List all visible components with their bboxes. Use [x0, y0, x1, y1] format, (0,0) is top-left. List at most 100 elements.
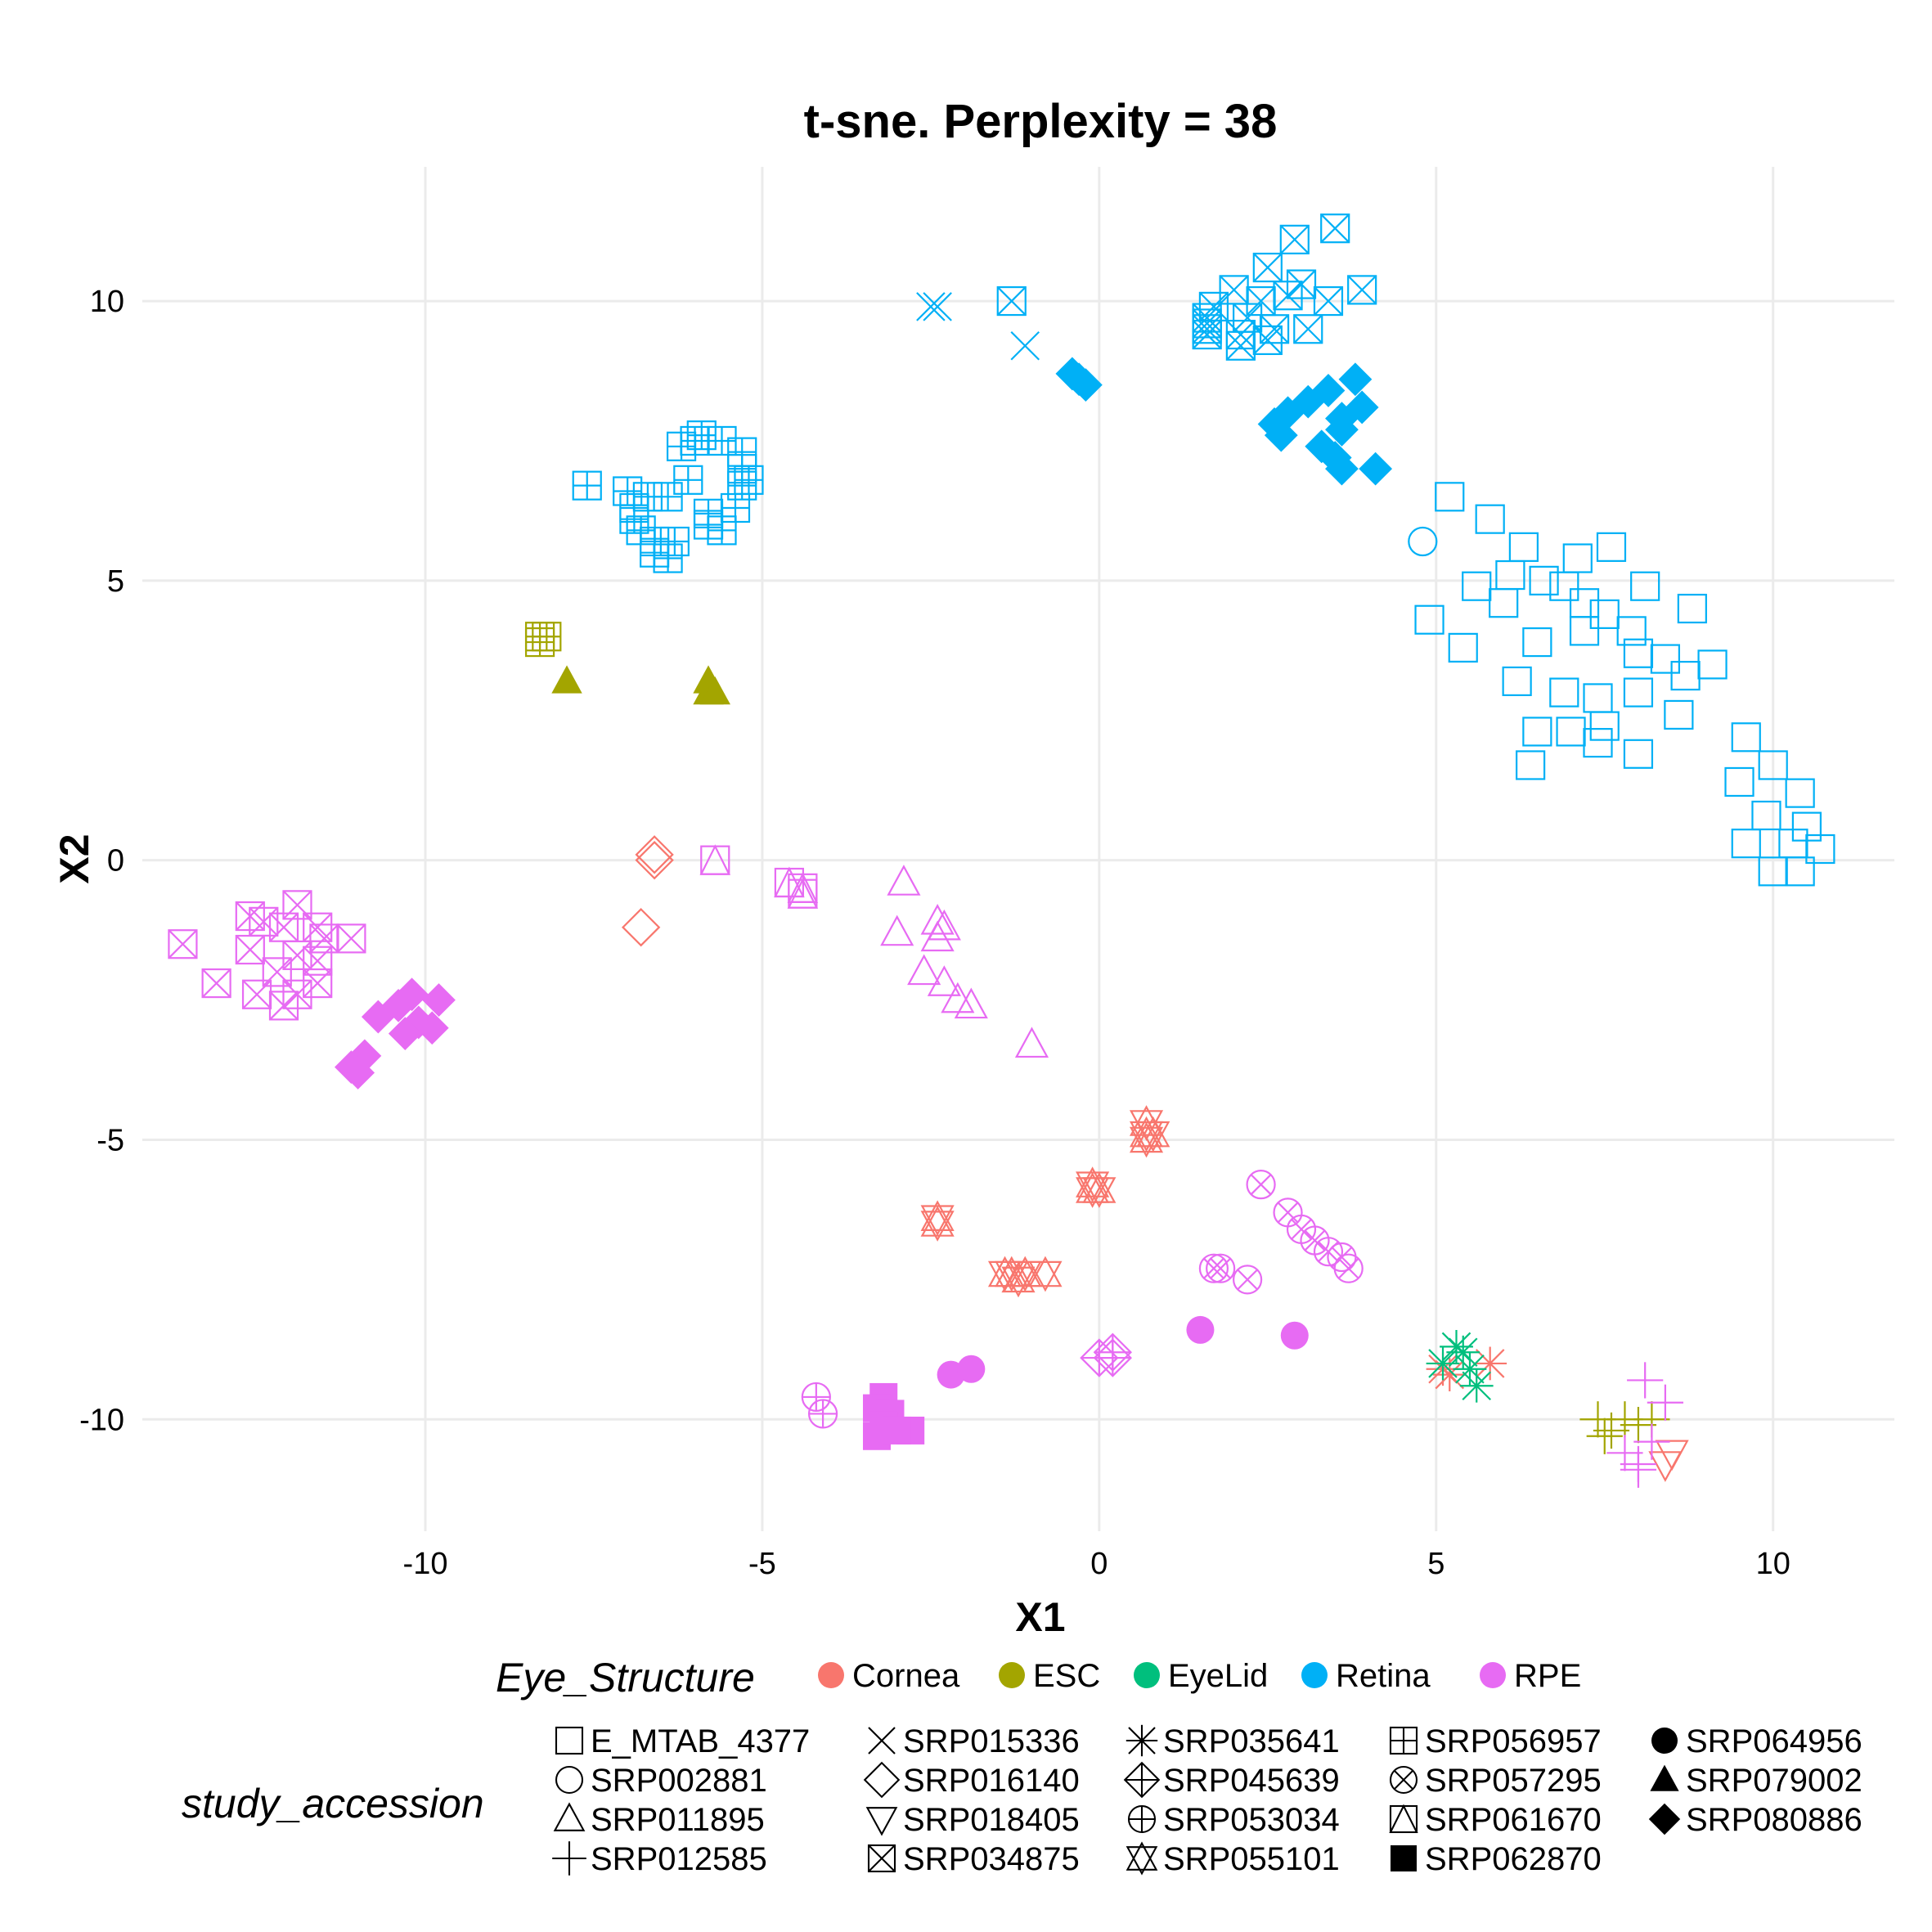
data-point [1233, 1265, 1263, 1295]
data-point [551, 665, 582, 694]
data-point [666, 431, 697, 461]
color-legend: Eye_Structure Cornea ESC EyeLid Retina RPE [496, 1655, 1581, 1701]
data-point [262, 957, 292, 987]
data-point [1655, 1440, 1689, 1471]
data-point [1313, 285, 1344, 317]
shape-legend: study_accession E_MTAB_4377SRP002881SRP0… [182, 1723, 1862, 1877]
data-point [1291, 384, 1325, 419]
shape-legend-key [1123, 1761, 1161, 1799]
data-point [996, 285, 1027, 317]
data-point [309, 923, 339, 954]
data-point [1623, 638, 1654, 668]
color-legend-key [1301, 1662, 1328, 1688]
shape-legend-label: SRP062870 [1425, 1841, 1602, 1877]
shape-legend-key [1391, 1845, 1417, 1871]
data-point [1473, 1346, 1507, 1381]
shape-legend-label: SRP002881 [591, 1763, 767, 1799]
data-point [659, 526, 690, 557]
shape-legend-item: SRP015336 [868, 1723, 1080, 1759]
shape-legend-item: SRP064956 [1651, 1723, 1862, 1759]
data-point [1596, 532, 1627, 562]
shape-legend-key [1648, 1803, 1681, 1835]
shape-legend-key [1650, 1764, 1679, 1791]
data-point [1569, 588, 1600, 618]
data-point [1252, 325, 1283, 356]
data-point [635, 835, 674, 874]
color-legend-item: Retina [1301, 1658, 1431, 1694]
shape-legend-item: SRP053034 [1127, 1802, 1340, 1838]
data-point [1556, 717, 1586, 747]
data-point [1805, 833, 1835, 865]
data-point [1273, 1197, 1303, 1228]
data-point [1246, 1170, 1276, 1200]
shape-legend-item: SRP045639 [1123, 1761, 1340, 1799]
data-point [1549, 571, 1579, 601]
data-point [787, 878, 819, 909]
y-tick-label: 5 [107, 564, 124, 599]
shape-legend-item: SRP016140 [863, 1761, 1080, 1799]
data-point [1198, 1253, 1229, 1283]
color-legend-item: RPE [1480, 1658, 1581, 1694]
data-point [734, 465, 764, 495]
data-point [954, 987, 988, 1019]
y-axis-title: X2 [52, 833, 97, 883]
shape-legend-label: SRP053034 [1163, 1802, 1340, 1838]
data-point [1648, 1451, 1683, 1482]
color-legend-label: ESC [1033, 1658, 1100, 1694]
color-legend-item: EyeLid [1134, 1658, 1268, 1694]
data-point [1264, 418, 1298, 452]
data-point [927, 965, 961, 996]
color-legend-key [1134, 1662, 1160, 1688]
color-legend-key [818, 1662, 844, 1688]
data-point [415, 1011, 449, 1045]
data-point [1192, 303, 1222, 333]
shape-legend-key [1389, 1765, 1418, 1795]
data-point [341, 1056, 375, 1090]
color-legend-label: RPE [1514, 1658, 1581, 1694]
shape-legend-item: SRP055101 [1126, 1841, 1340, 1877]
data-point [1623, 739, 1654, 769]
data-point [1305, 429, 1339, 464]
data-point [920, 920, 955, 952]
y-tick-label: 0 [107, 844, 124, 878]
shape-legend-key [1389, 1804, 1418, 1834]
data-point [1616, 616, 1647, 646]
y-tick-label: 10 [90, 285, 124, 319]
data-point [923, 292, 952, 321]
data-point [916, 292, 946, 321]
data-point [673, 465, 703, 495]
shape-legend-item: SRP061670 [1389, 1802, 1602, 1838]
shape-legend-item: SRP080886 [1648, 1802, 1862, 1838]
data-point [336, 923, 366, 954]
shape-legend-label: SRP035641 [1163, 1723, 1340, 1759]
shape-legend-key [1126, 1841, 1158, 1876]
x-tick-label: -5 [748, 1547, 776, 1581]
data-point [957, 1355, 986, 1383]
data-point [1186, 1315, 1215, 1344]
data-point [1627, 1362, 1664, 1399]
data-point [1293, 314, 1323, 344]
data-point [1569, 616, 1600, 646]
data-point [1010, 330, 1040, 361]
data-point [1502, 666, 1532, 697]
color-legend-item: ESC [999, 1658, 1100, 1694]
shape-legend-label: SRP056957 [1425, 1723, 1602, 1759]
shape-legend-key [863, 1761, 901, 1799]
data-point [1225, 330, 1256, 361]
data-point [941, 982, 975, 1013]
data-point [635, 841, 674, 880]
data-point [1426, 1346, 1460, 1381]
data-point [1192, 314, 1222, 344]
color-legend-label: EyeLid [1168, 1658, 1268, 1694]
data-point [303, 946, 333, 976]
x-tick-label: 0 [1090, 1547, 1108, 1581]
data-point [241, 979, 272, 1009]
color-legend-label: Cornea [852, 1658, 960, 1694]
data-point [632, 482, 663, 512]
data-point [1252, 252, 1283, 283]
shape-legend-key [1127, 1804, 1157, 1834]
color-legend-title: Eye_Structure [496, 1655, 755, 1701]
data-points [168, 213, 1835, 1488]
shape-legend-key [868, 1727, 896, 1755]
